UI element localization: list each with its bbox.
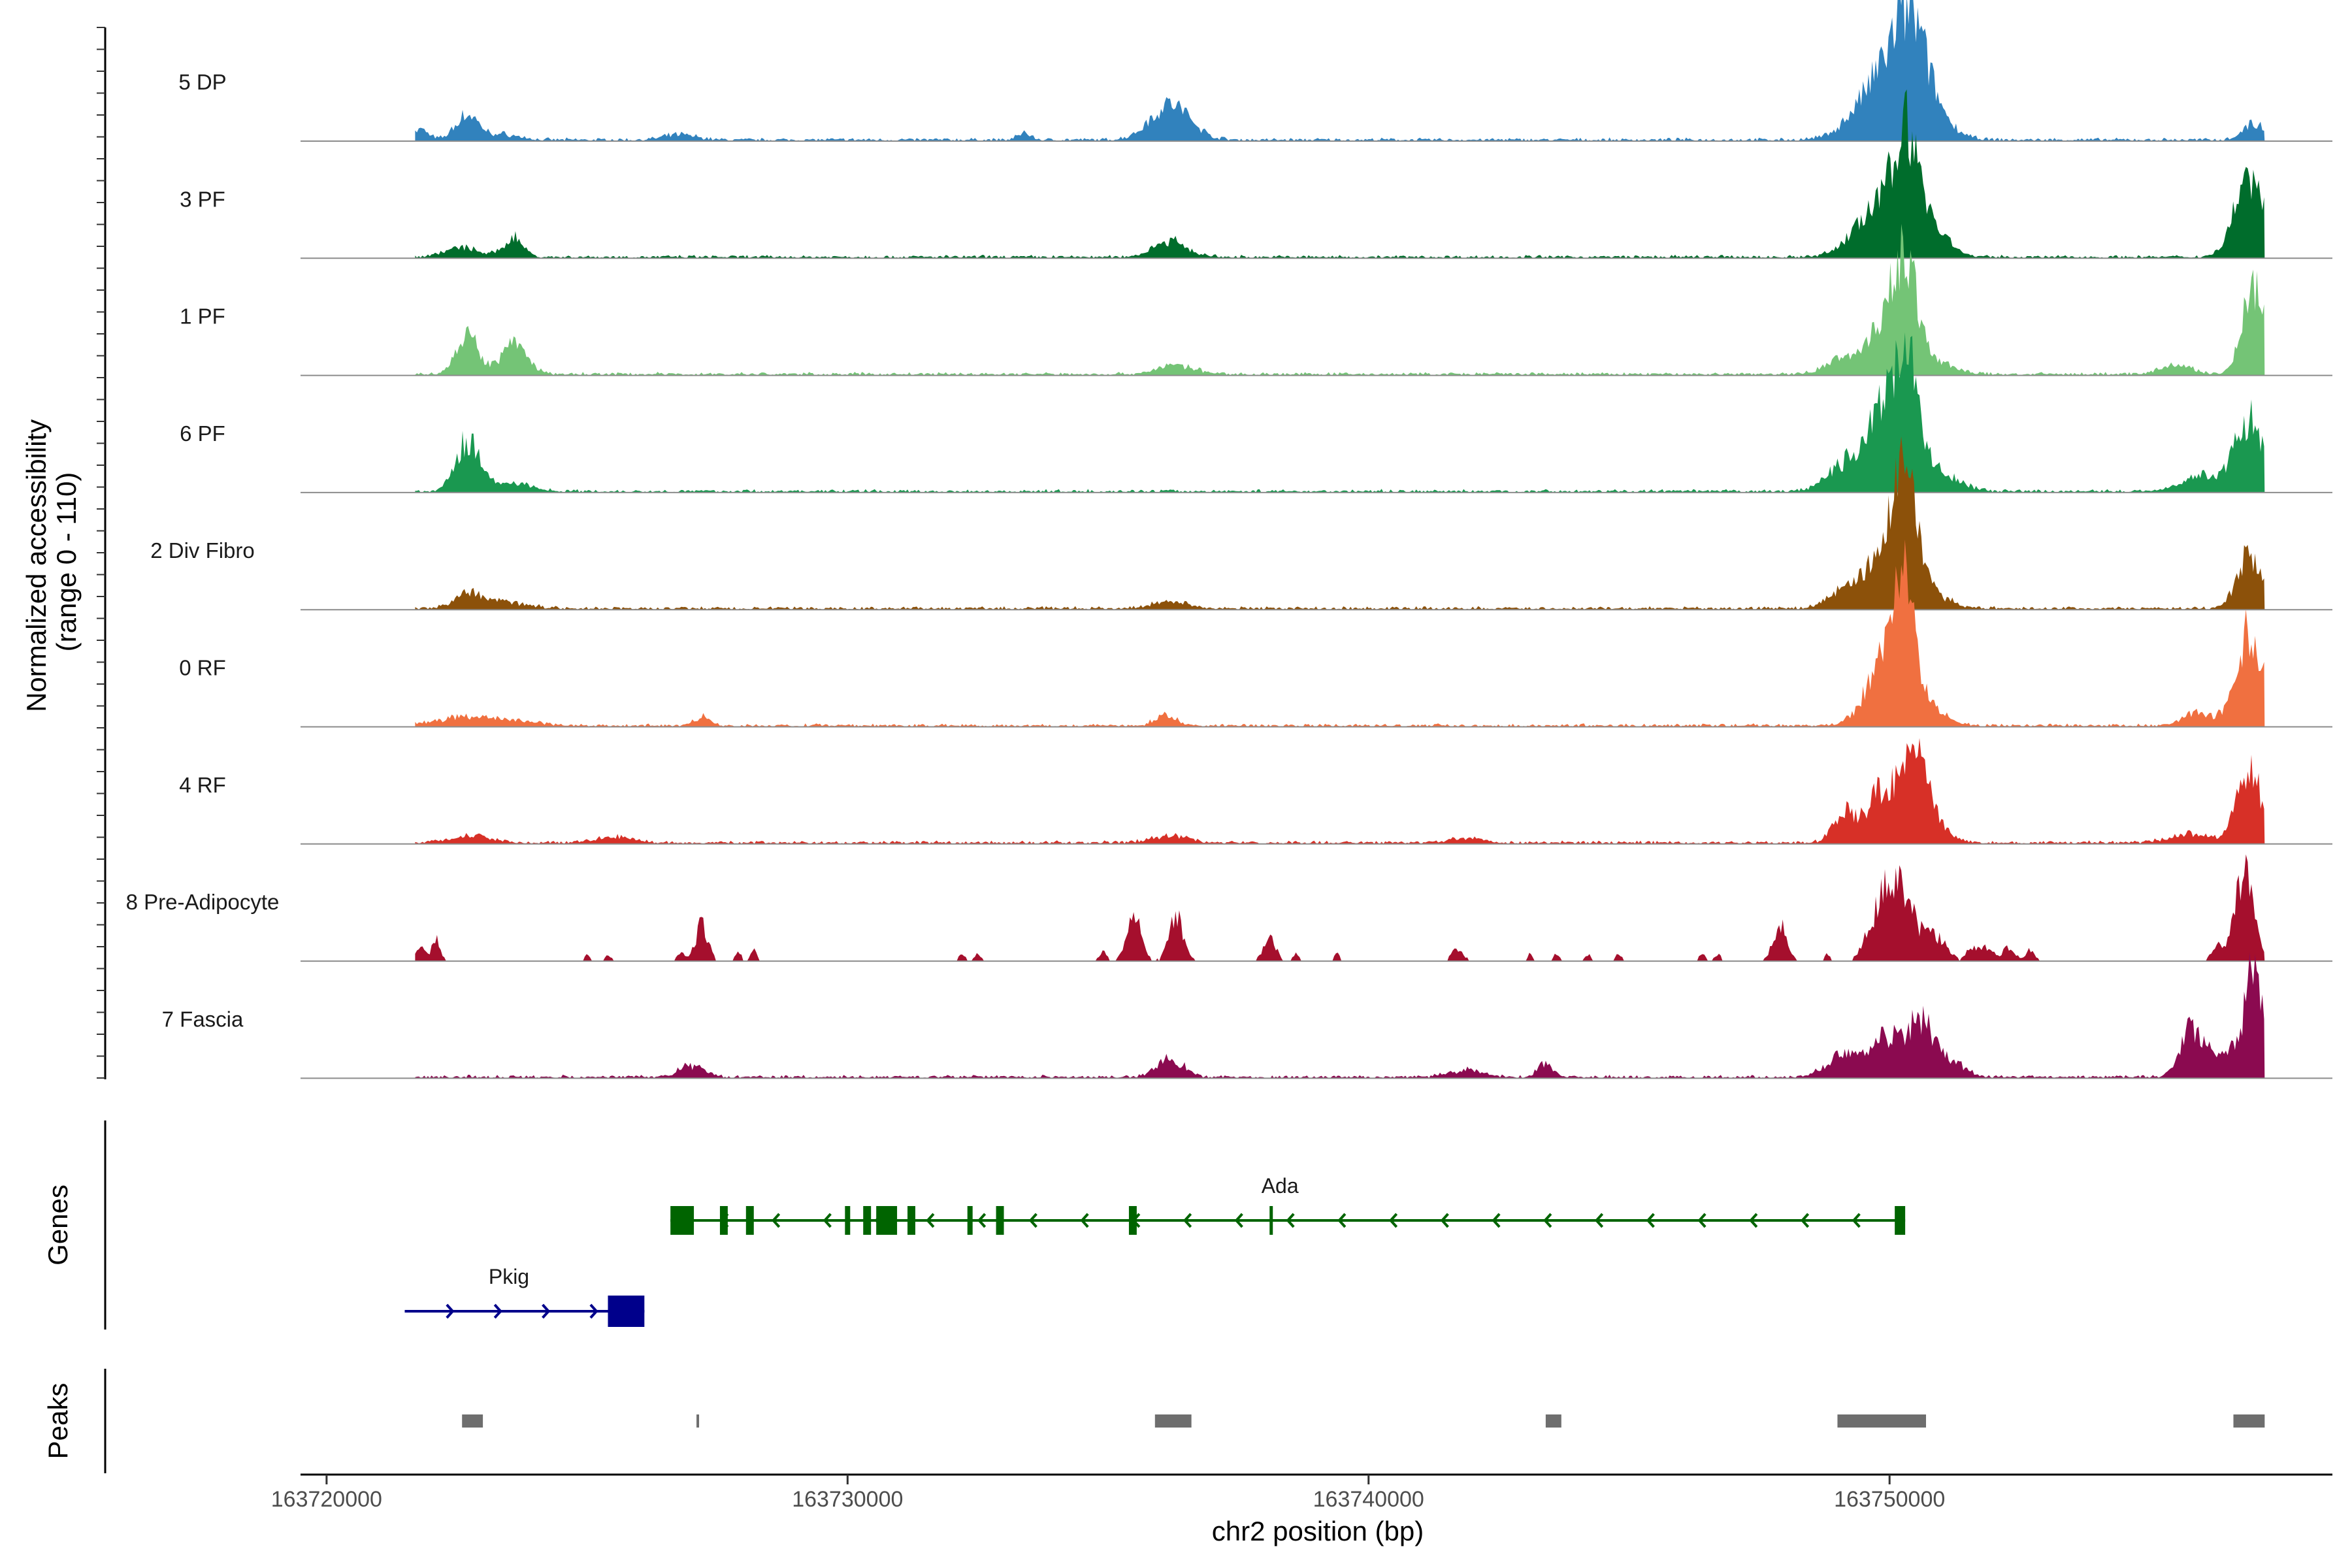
track-label: 4 RF (179, 773, 226, 797)
strand-arrow (1749, 1213, 1758, 1228)
strand-arrow (1028, 1213, 1037, 1228)
exon (719, 1206, 728, 1235)
coverage-tracks: 5 DP 3 PF 1 PF 6 PF 2 Div Fibro 0 RF 4 RF 8 Pre… (126, 0, 2332, 1079)
peaks-track-label: Peaks (42, 1383, 73, 1460)
coverage-area (415, 539, 2265, 727)
strand-arrow (1697, 1213, 1707, 1228)
coverage-area (415, 952, 2265, 1079)
strand-arrow (1800, 1213, 1810, 1228)
y-axis-title-line2: (range 0 - 110) (51, 472, 82, 652)
coverage-area (415, 0, 2265, 141)
gene-ada: Ada (670, 1174, 1906, 1235)
x-tick-label: 163720000 (271, 1487, 382, 1512)
peak-region (696, 1414, 700, 1428)
strand-arrow (1440, 1213, 1449, 1228)
exon (1895, 1206, 1906, 1235)
strand-arrow (1543, 1213, 1552, 1228)
peak-region (1154, 1414, 1192, 1428)
strand-arrow (823, 1213, 832, 1228)
exon (967, 1206, 973, 1235)
exon (876, 1206, 898, 1235)
genes-track: Ada Pkig (404, 1174, 1906, 1327)
x-axis: 163720000 163730000 163740000 163750000 (271, 1473, 2332, 1512)
strand-arrow (1183, 1213, 1192, 1228)
strand-arrow (1646, 1213, 1655, 1228)
track-label: 3 PF (180, 187, 225, 211)
strand-arrow (771, 1213, 781, 1228)
coverage-area (415, 89, 2265, 259)
track-7: 8 Pre-Adipocyte (126, 854, 2332, 962)
exon (670, 1206, 694, 1235)
peaks-track (462, 1414, 2265, 1428)
track-4: 2 Div Fibro (150, 436, 2332, 611)
peak-region (462, 1414, 483, 1428)
strand-arrow (589, 1303, 598, 1319)
strand-arrow (926, 1213, 935, 1228)
exon (1269, 1206, 1273, 1235)
coverage-area (415, 854, 2265, 962)
track-label: 6 PF (180, 421, 225, 446)
coverage-area (415, 332, 2265, 493)
strand-arrow (1337, 1213, 1347, 1228)
strand-arrow (1234, 1213, 1243, 1228)
exon (845, 1206, 851, 1235)
track-6: 4 RF (179, 738, 2332, 845)
track-8: 7 Fascia (162, 952, 2332, 1079)
track-3: 6 PF (180, 332, 2332, 493)
strand-arrow (977, 1213, 987, 1228)
strand-arrow (1492, 1213, 1501, 1228)
coverage-area (415, 436, 2265, 610)
exon (907, 1206, 915, 1235)
strand-arrow (1388, 1213, 1398, 1228)
exon (863, 1206, 872, 1235)
track-label: 8 Pre-Adipocyte (126, 890, 280, 914)
coverage-area (415, 223, 2265, 376)
strand-arrow (446, 1303, 455, 1319)
x-axis-title: chr2 position (bp) (1212, 1516, 1424, 1546)
exon (996, 1206, 1004, 1235)
exon (608, 1296, 645, 1327)
strand-arrow (1286, 1213, 1295, 1228)
track-label: 5 DP (178, 70, 226, 94)
track-5: 0 RF (179, 539, 2332, 728)
peak-region (2233, 1414, 2265, 1428)
y-axis-title: Normalized accessibility (range 0 - 110) (21, 412, 82, 712)
x-tick-label: 163750000 (1834, 1487, 1945, 1512)
strand-arrow (1852, 1213, 1861, 1228)
coverage-y-axis (97, 27, 106, 1079)
track-2: 1 PF (180, 223, 2332, 376)
track-label: 1 PF (180, 304, 225, 329)
y-axis-title-line1: Normalized accessibility (21, 419, 52, 712)
strand-arrow (493, 1303, 502, 1319)
gene-name: Ada (1262, 1174, 1299, 1198)
coverage-area (415, 738, 2265, 844)
exon (1128, 1206, 1137, 1235)
genes-track-label: Genes (42, 1184, 73, 1266)
exon (745, 1206, 754, 1235)
strand-arrow (1080, 1213, 1089, 1228)
gene-name: Pkig (489, 1265, 529, 1288)
track-label: 7 Fascia (162, 1007, 244, 1031)
track-0: 5 DP (178, 0, 2332, 142)
x-tick-label: 163740000 (1313, 1487, 1424, 1512)
track-label: 0 RF (179, 656, 226, 680)
strand-arrow (1594, 1213, 1604, 1228)
track-1: 3 PF (180, 89, 2332, 259)
x-tick-label: 163730000 (792, 1487, 903, 1512)
strand-arrow (542, 1303, 551, 1319)
gene-pkig: Pkig (404, 1265, 645, 1327)
peak-region (1545, 1414, 1561, 1428)
peak-region (1837, 1414, 1926, 1428)
track-label: 2 Div Fibro (150, 538, 255, 563)
